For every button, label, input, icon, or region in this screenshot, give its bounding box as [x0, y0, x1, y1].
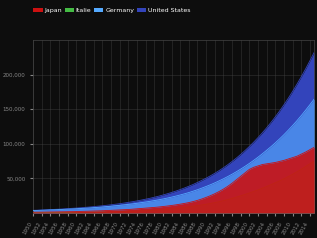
Legend: Japan, Italie, Germany, United States: Japan, Italie, Germany, United States [31, 5, 193, 16]
